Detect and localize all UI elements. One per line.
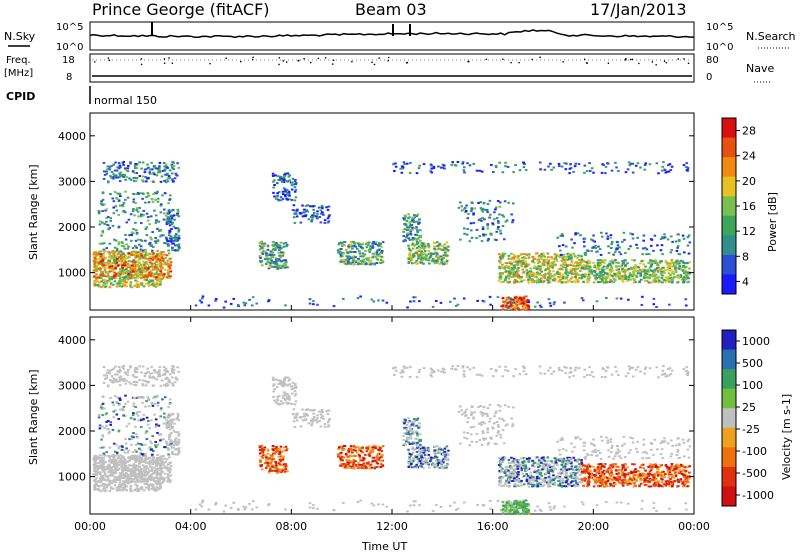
ytick-label: 3000 bbox=[58, 379, 86, 392]
colorbar-tick: -500 bbox=[742, 467, 767, 480]
ytick-label: 2000 bbox=[58, 221, 86, 234]
nsky-tick-bottom: 10^0 bbox=[56, 42, 83, 53]
power-panel: Slant Range [km] 1000 2000 3000 4000 4 8 12 16… bbox=[27, 113, 779, 311]
nsearch-label: N.Search bbox=[746, 30, 796, 43]
nsky-label: N.Sky bbox=[4, 30, 36, 43]
colorbar-tick: -1000 bbox=[742, 489, 774, 502]
velocity-cbar-label: Velocity [m s-1] bbox=[780, 394, 793, 480]
freq-tick-top: 18 bbox=[62, 55, 75, 66]
ytick-label: 1000 bbox=[58, 267, 86, 280]
power-data bbox=[93, 161, 691, 311]
freq-unit: [MHz] bbox=[4, 68, 33, 79]
freq-dots bbox=[92, 56, 692, 65]
cpid-label: CPID bbox=[6, 90, 35, 103]
xtick-label: 00:00 bbox=[74, 520, 106, 533]
xtick-label: 08:00 bbox=[275, 520, 307, 533]
colorbar-tick: -25 bbox=[742, 423, 760, 436]
ytick-label: 1000 bbox=[58, 471, 86, 484]
freq-label: Freq. bbox=[6, 55, 31, 66]
freq-tick-bottom: 8 bbox=[66, 72, 72, 83]
xtick-label: 20:00 bbox=[577, 520, 609, 533]
colorbar-tick: 8 bbox=[742, 250, 749, 263]
nave-tick-top: 80 bbox=[706, 55, 719, 66]
colorbar-tick: 20 bbox=[742, 175, 756, 188]
beam-title: Beam 03 bbox=[355, 0, 427, 19]
nsky-tick-top: 10^5 bbox=[56, 22, 83, 33]
ytick-label: 4000 bbox=[58, 130, 86, 143]
station-title: Prince George (fitACF) bbox=[92, 0, 270, 19]
velocity-ylabel: Slant Range [km] bbox=[27, 369, 40, 465]
freq-panel: Freq. [MHz] 18 8 80 0 Nave bbox=[4, 54, 774, 83]
velocity-data bbox=[93, 365, 691, 515]
colorbar-tick: 16 bbox=[742, 200, 756, 213]
colorbar-tick: 100 bbox=[742, 379, 763, 392]
colorbar-tick: 24 bbox=[742, 150, 756, 163]
power-cbar-label: Power [dB] bbox=[766, 192, 779, 252]
velocity-colorbar: -1000 -500 -100 -25 25 100 500 1000 bbox=[722, 330, 774, 507]
xtick-label: 04:00 bbox=[175, 520, 207, 533]
xtick-label: 00:00 bbox=[678, 520, 710, 533]
colorbar-tick: 500 bbox=[742, 357, 763, 370]
colorbar-tick: 4 bbox=[742, 275, 749, 288]
date-title: 17/Jan/2013 bbox=[590, 0, 687, 19]
colorbar-tick: 25 bbox=[742, 401, 756, 414]
ytick-label: 4000 bbox=[58, 334, 86, 347]
power-ylabel: Slant Range [km] bbox=[27, 164, 40, 260]
colorbar-tick: -100 bbox=[742, 445, 767, 458]
velocity-xlabel: Time UT bbox=[361, 540, 407, 553]
cpid-value: normal 150 bbox=[94, 94, 157, 107]
nave-label: Nave bbox=[746, 62, 774, 75]
ytick-label: 2000 bbox=[58, 425, 86, 438]
nsearch-tick-top: 10^5 bbox=[706, 22, 733, 33]
ytick-label: 3000 bbox=[58, 175, 86, 188]
nave-tick-bottom: 0 bbox=[706, 72, 712, 83]
colorbar-tick: 28 bbox=[742, 125, 756, 138]
colorbar-tick: 12 bbox=[742, 225, 756, 238]
colorbar-tick: 1000 bbox=[742, 335, 770, 348]
velocity-xticks: 00:00 04:00 08:00 12:00 16:00 20:00 00:00 bbox=[74, 305, 710, 533]
nsky-panel: N.Sky 10^5 10^0 10^5 10^0 N.Search bbox=[4, 22, 796, 53]
xtick-label: 12:00 bbox=[376, 520, 408, 533]
nsky-trace bbox=[90, 22, 694, 37]
xtick-label: 16:00 bbox=[477, 520, 509, 533]
power-colorbar: 4 8 12 16 20 24 28 bbox=[722, 118, 756, 295]
nsearch-tick-bottom: 10^0 bbox=[706, 42, 733, 53]
